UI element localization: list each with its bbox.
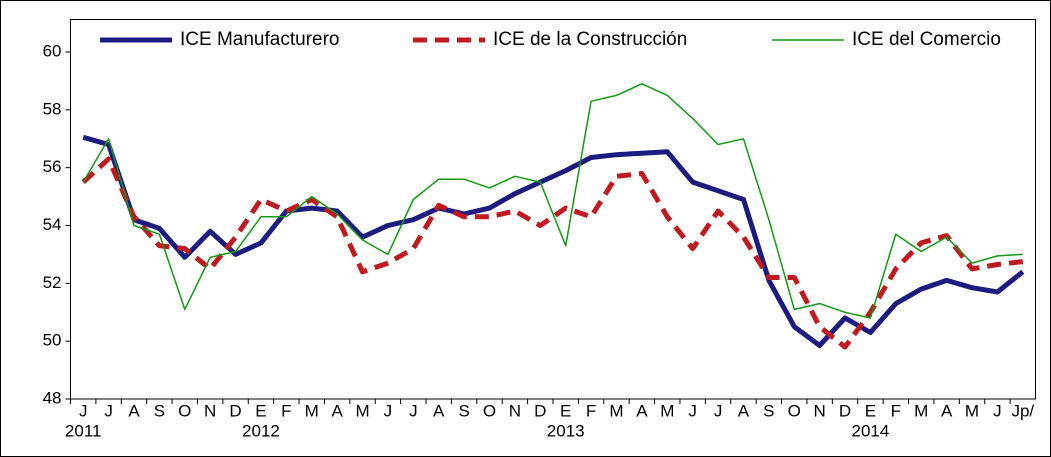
y-tick-label: 52: [43, 273, 62, 292]
y-tick-label: 58: [43, 99, 62, 118]
x-tick-label: J: [993, 401, 1002, 420]
x-tick-label: F: [281, 401, 291, 420]
x-tick-label: N: [204, 401, 216, 420]
x-tick-label: M: [609, 401, 623, 420]
year-label: 2012: [242, 421, 280, 440]
x-tick-label: E: [560, 401, 571, 420]
x-tick-label: J: [714, 401, 723, 420]
x-tick-label: F: [586, 401, 596, 420]
series-line: [82, 134, 1025, 348]
x-tick-label: E: [255, 401, 266, 420]
x-tick-label: A: [941, 401, 953, 420]
x-tick-label: O: [788, 401, 801, 420]
x-tick-label: A: [738, 401, 750, 420]
year-label: 2013: [547, 421, 585, 440]
y-tick-label: 50: [43, 331, 62, 350]
x-tick-label: F: [891, 401, 901, 420]
x-tick-label: S: [154, 401, 165, 420]
x-tick-label: M: [660, 401, 674, 420]
series-line: [82, 83, 1023, 319]
year-label: 2014: [852, 421, 890, 440]
x-tick-label: D: [839, 401, 851, 420]
x-tick-label: O: [483, 401, 496, 420]
x-tick-label: S: [458, 401, 469, 420]
x-tick-label: M: [965, 401, 979, 420]
x-tick-label: D: [229, 401, 241, 420]
x-tick-label: J: [384, 401, 393, 420]
x-tick-label: N: [509, 401, 521, 420]
x-tick-label: O: [178, 401, 191, 420]
y-tick-label: 48: [43, 388, 62, 407]
x-tick-label: D: [534, 401, 546, 420]
x-tick-label: A: [331, 401, 343, 420]
year-label: 2011: [65, 421, 102, 440]
x-tick-label: A: [636, 401, 648, 420]
x-tick-label: S: [763, 401, 774, 420]
x-tick-label: J: [688, 401, 697, 420]
x-tick-label: N: [814, 401, 826, 420]
legend-label: ICE Manufacturero: [180, 29, 339, 50]
x-tick-label: J: [409, 401, 418, 420]
x-tick-label: J: [79, 401, 88, 420]
x-tick-label: M: [355, 401, 369, 420]
y-tick-label: 56: [43, 157, 62, 176]
x-tick-label: M: [914, 401, 928, 420]
x-tick-label: M: [305, 401, 319, 420]
x-tick-label: A: [128, 401, 140, 420]
y-tick-label: 54: [43, 215, 62, 234]
legend-label: ICE del Comercio: [852, 29, 1001, 50]
x-tick-label: J: [104, 401, 113, 420]
legend-label: ICE de la Construcción: [493, 29, 687, 50]
y-tick-label: 60: [43, 41, 62, 60]
series-line: [81, 156, 1024, 350]
x-tick-label: E: [865, 401, 876, 420]
x-tick-label: Jp/: [1011, 401, 1034, 420]
x-tick-label: A: [433, 401, 445, 420]
